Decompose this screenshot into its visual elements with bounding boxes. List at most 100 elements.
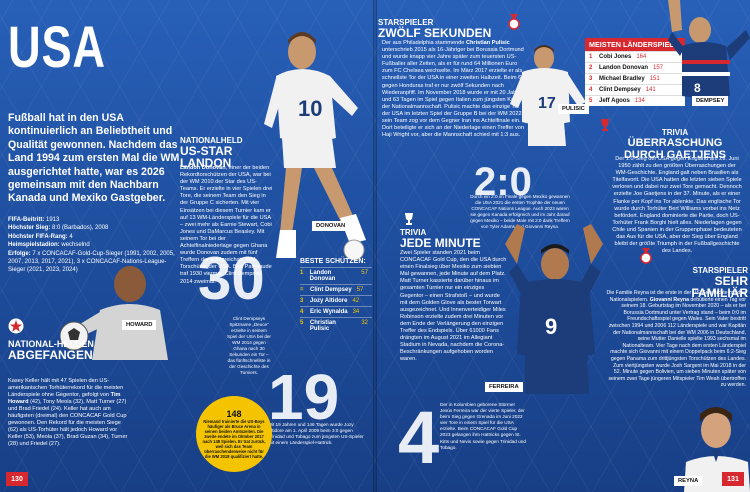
scorers-list: BESTE SCHÜTZEN: 1 Landon Donovan 57 = Clint … (300, 256, 372, 334)
fact-value: 4 (69, 233, 73, 240)
list-item: 3 Michael Bradley 151 (585, 73, 685, 84)
list-value: 32 (361, 320, 368, 326)
list-name: Eric Wynalda (310, 309, 348, 315)
medal-icon-2 (640, 248, 652, 264)
fact-label: FIFA-Beitritt: (8, 217, 45, 223)
fact-value: 1913 (46, 217, 60, 223)
list-name: Jozy Altidore (310, 298, 348, 304)
dempsey-photo: 8 DEMPSEY (660, 0, 750, 115)
pulisic-photo-label: PULISIC (558, 104, 589, 114)
list-value: 164 (636, 54, 647, 60)
player-illustration: 17 (510, 45, 586, 146)
list-rank: 2 (589, 65, 593, 71)
list-item: 5 Jeff Agoos 134 (585, 95, 685, 106)
list-value: 57 (361, 270, 368, 276)
list-rank: 1 (589, 54, 593, 60)
howard-text: (42), Tony Meola (32), Matt Turner (27) … (8, 399, 128, 447)
reyna-body: Die Familie Reyna ist die erste in der U… (606, 290, 746, 389)
howard-name: Tim Howard (8, 392, 121, 405)
donovan-text: , einer der beiden Rekordtorschützen der… (180, 165, 273, 285)
badge-148: 148 Niemand trainierte die US-Boys häufi… (196, 396, 272, 472)
minute-kicker: TRIVIA (400, 228, 427, 237)
pulisic-text: unterschrieb 2015 als 16-Jähriger bei Bo… (382, 47, 527, 139)
donovan-name: Landon Donovan (180, 165, 226, 171)
list-item: 4 Clint Dempsey 141 (585, 84, 685, 95)
list-value: 134 (634, 98, 645, 104)
pulisic-text-pre: Der aus Philadelphia stammende (382, 40, 466, 46)
list-name: Michael Bradley (599, 76, 645, 82)
howard-title: ABGEFANGEN (8, 348, 93, 362)
howard-kicker: NATIONAL-HELDEN (8, 339, 94, 349)
medal-icon (508, 14, 520, 30)
list-item: 2 Landon Donovan 157 (585, 62, 685, 73)
player-illustration: 10 (264, 32, 366, 261)
fact-label: Erfolge: (8, 250, 31, 257)
list-rank: 5 (300, 320, 304, 326)
player-illustration: 9 (505, 224, 603, 394)
reyna-text: debütierte einen Tag vor seinem 18. Gebu… (608, 296, 746, 389)
star-icon (8, 318, 24, 334)
howard-text-pre: Kasey Keller hält mit 47 Spielen den US-… (8, 378, 124, 398)
list-rank: = (300, 287, 304, 293)
pulisic-photo: 17 PULISIC (508, 42, 589, 152)
gaetjens-kicker: TRIVIA (661, 128, 689, 137)
reyna-section: STARSPIELER SEHR FAMILIÄR (656, 266, 748, 299)
caps-list: MEISTEN LÄNDERSPIELE: 1 Cobi Jones 164 2 Lan… (585, 38, 685, 106)
donovan-photo: 10 DONOVAN (262, 18, 372, 268)
pulisic-section: STARSPIELER ZWÖLF SEKUNDEN (378, 18, 518, 39)
ferreira-photo: 9 FERREIRA (485, 224, 615, 394)
trophy-icon (598, 118, 612, 132)
facts-block: FIFA-Beitritt: 1913 Höchster Sieg: 8:0 (… (8, 216, 183, 275)
scorers-list-header: BESTE SCHÜTZEN: (300, 258, 366, 265)
svg-text:17: 17 (538, 95, 556, 112)
dempsey-photo-label: DEMPSEY (692, 96, 729, 106)
pulisic-body: Der aus Philadelphia stammende Christian… (382, 40, 528, 139)
list-rank: 1 (300, 270, 304, 276)
number-19-caption: Mit 19 Jahren und 146 Tagen wurde Jozy A… (268, 422, 364, 445)
badge-148-value: 148 (226, 408, 242, 419)
list-name: Christian Pulisic (309, 320, 336, 332)
list-name: Cobi Jones (599, 54, 632, 60)
list-rank: 3 (589, 76, 593, 82)
player-illustration (59, 266, 168, 360)
gaetjens-body: Der 1:0-Sieg der USA gegen England am 29… (612, 156, 742, 255)
list-rank: 3 (300, 298, 304, 304)
fact-value: wechselnd (61, 242, 90, 249)
howard-section: NATIONAL-HELDEN ABGEFANGEN (8, 339, 118, 362)
list-rank: 4 (589, 87, 593, 93)
book-gutter (373, 0, 377, 492)
list-value: 141 (645, 87, 656, 93)
number-30: 30 (198, 245, 265, 312)
number-4: 4 (398, 396, 440, 479)
gaetjens-section: TRIVIA ÜBERRASCHUNG DURCH GAETJENS (610, 128, 740, 161)
number-2-0: 2:0 (474, 160, 532, 204)
donovan-body: Landon Donovan, einer der beiden Rekordt… (180, 165, 274, 286)
list-name: Jeff Agoos (599, 98, 630, 104)
reyna-photo-label: REYNA (674, 476, 703, 486)
list-name: Clint Dempsey (310, 287, 352, 293)
minute-body: Zwei Spieler standen 2021 beim CONCACAF … (400, 250, 507, 363)
pulisic-name: Christian Pulisic (465, 40, 510, 46)
reyna-title: SEHR FAMILIÄR (691, 274, 748, 300)
fact-value: 8:0 (Barbados), 2008 (52, 225, 109, 232)
number-19: 19 (268, 361, 340, 433)
reyna-kicker: STARSPIELER (692, 266, 748, 275)
list-rank: 5 (589, 98, 593, 104)
fact-label: Höchster FIFA-Rang: (8, 233, 68, 240)
fact-value: 7 x CONCACAF-Gold-Cup-Sieger (1991, 2002… (8, 250, 175, 274)
list-value: 57 (356, 287, 364, 293)
list-value: 157 (653, 65, 664, 71)
howard-body: Kasey Keller hält mit 47 Spielen den US-… (8, 378, 130, 448)
list-name: Landon Donovan (309, 270, 336, 282)
howard-photo-label: HOWARD (122, 320, 157, 330)
minute-title: JEDE MINUTE (400, 236, 481, 250)
list-item: 1 Cobi Jones 164 (585, 51, 685, 62)
list-value: 34 (352, 309, 360, 315)
badge-148-text: Niemand trainierte die US-Boys häufiger … (202, 418, 266, 460)
list-item: 3 Jozy Altidore 42 (300, 295, 372, 306)
list-rank: 4 (300, 309, 304, 315)
donovan-photo-label: DONOVAN (312, 221, 350, 231)
svg-text:8: 8 (694, 81, 701, 95)
donovan-title: US-STAR LANDON (180, 144, 233, 170)
